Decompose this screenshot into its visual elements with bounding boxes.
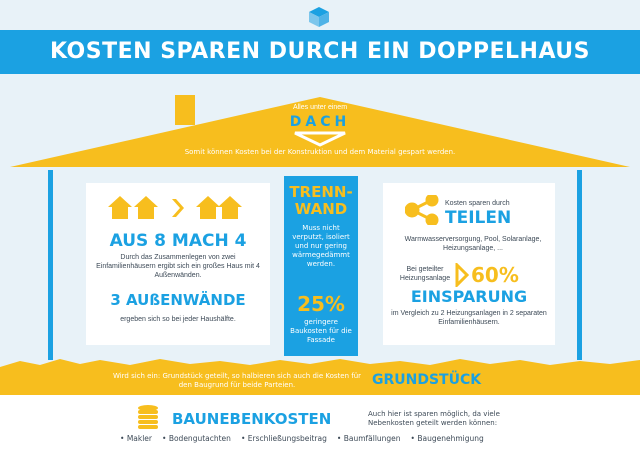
right-headline-2: EINSPARUNG: [410, 287, 528, 306]
roof-note: Somit können Kosten bei der Konstruktion…: [184, 148, 456, 156]
middle-text: Muss nicht verputzt, isoliert und nur ge…: [292, 224, 350, 268]
roof-subtitle: Alles unter einem: [292, 104, 348, 111]
chevron-right-icon: [455, 263, 469, 287]
left-text: Durch das Zusammenlegen von zwei Einfami…: [96, 254, 260, 279]
roof-word: DACH: [289, 114, 351, 130]
coins-icon: [138, 405, 158, 429]
left-headline: AUS 8 MACH 4: [109, 231, 247, 251]
houses-icon: [108, 196, 242, 219]
baunebenkosten-list: • Makler • Bodengutachten • Erschließung…: [120, 434, 540, 443]
right-text: Warmwasserversorgung, Pool, Solaranlage,…: [404, 236, 542, 252]
ground-note: Wird sich ein: Grundstück geteilt, so ha…: [112, 372, 362, 389]
roof-shape: [10, 95, 630, 167]
ground-shape: [0, 359, 640, 395]
list-item: • Erschließungsbeitrag: [240, 434, 327, 443]
ground-word: GRUNDSTÜCK: [372, 372, 482, 388]
bottom-section: [0, 395, 640, 457]
house-post-left: [48, 170, 53, 360]
left-text-2: ergeben sich so bei jeder Haushälfte.: [120, 316, 236, 323]
right-text-2: im Vergleich zu 2 Heizungsanlagen in 2 s…: [391, 310, 547, 326]
list-item: • Bodengutachten: [162, 434, 231, 443]
share-icon: [405, 195, 439, 225]
baunebenkosten-desc: Auch hier ist sparen möglich, da viele N…: [368, 410, 500, 427]
baunebenkosten-title: BAUNEBENKOSTEN: [172, 410, 332, 428]
left-headline-2: 3 AUßENWÄNDE: [110, 291, 246, 309]
panel-aus-8-mach-4: AUS 8 MACH 4 Durch das Zusammenlegen von…: [86, 183, 270, 345]
cube-logo-icon: [309, 7, 329, 27]
right-percent: 60%: [471, 263, 519, 287]
list-item: • Makler: [120, 434, 153, 443]
list-item: • Baumfällungen: [336, 434, 401, 443]
right-lead: Kosten sparen durch: [445, 200, 510, 207]
middle-text-2: geringere Baukosten für die Fassade: [290, 318, 352, 344]
right-note: Bei geteilter Heizungsanlage: [399, 266, 451, 282]
middle-headline-1: TRENN-: [289, 183, 353, 201]
page-title: KOSTEN SPAREN DURCH EIN DOPPELHAUS: [49, 39, 591, 64]
title-bar: [0, 30, 640, 74]
panel-teilen: Kosten sparen durch TEILEN Warmwasserver…: [383, 183, 555, 345]
right-headline: TEILEN: [445, 208, 512, 228]
house-post-right: [577, 170, 582, 360]
list-item: • Baugenehmigung: [410, 434, 484, 443]
middle-percent: 25%: [297, 292, 345, 316]
panel-trennwand: TRENN- WAND Muss nicht verputzt, isolier…: [284, 176, 358, 356]
middle-headline-2: WAND: [294, 200, 348, 218]
